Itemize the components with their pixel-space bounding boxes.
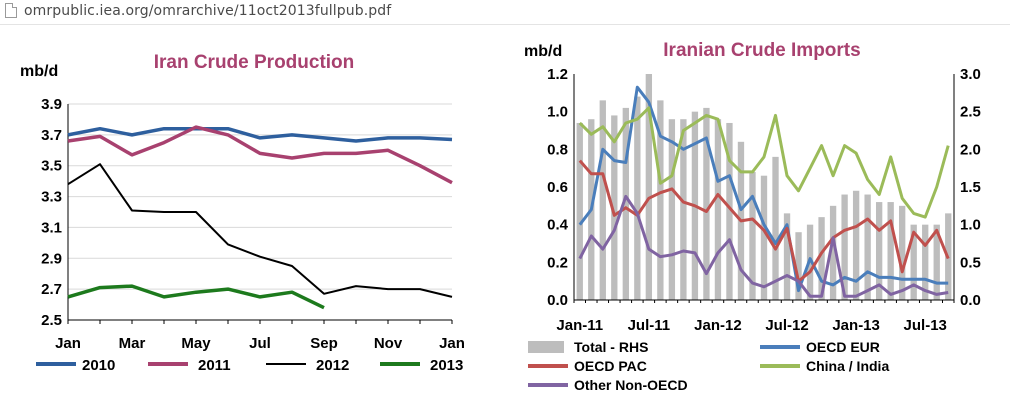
- left-x-tick-label: Jan: [439, 335, 465, 352]
- right-bar-total: [634, 96, 641, 300]
- left-y-tick-label: 2.9: [41, 250, 62, 267]
- right-right-y-tick-label: 3.0: [960, 66, 981, 83]
- left-legend-label-2011: 2011: [198, 357, 231, 374]
- right-legend-swatch-total: [528, 341, 564, 353]
- right-bar-total: [829, 205, 837, 300]
- left-legend-label-2010: 2010: [82, 357, 115, 374]
- right-legend-label: OECD EUR: [806, 339, 880, 355]
- right-left-y-tick-label: 0.2: [547, 254, 568, 271]
- right-bar-total: [933, 224, 940, 300]
- right-left-y-tick-label: 0.6: [547, 179, 568, 196]
- right-bar-total: [772, 156, 779, 300]
- address-bar[interactable]: omrpublic.iea.org/omrarchive/11oct2013fu…: [0, 0, 1010, 25]
- right-bar-total: [864, 194, 871, 300]
- url-text: omrpublic.iea.org/omrarchive/11oct2013fu…: [24, 3, 392, 19]
- right-bar-total: [875, 202, 883, 300]
- right-left-y-tick-label: 0.0: [547, 292, 568, 309]
- right-right-y-tick-label: 1.5: [960, 179, 981, 196]
- right-right-y-tick-label: 1.0: [960, 217, 981, 234]
- right-series-line: [578, 194, 949, 298]
- left-x-tick-label: May: [181, 335, 211, 352]
- left-x-tick-label: Jan: [55, 335, 81, 352]
- left-series-line-2011: [67, 125, 453, 185]
- right-bar-total: [645, 74, 653, 300]
- right-right-y-tick-label: 0.5: [960, 254, 981, 271]
- right-bar-total: [841, 194, 848, 300]
- right-bar-total: [887, 202, 894, 300]
- left-y-tick-label: 3.9: [41, 96, 62, 113]
- right-bar-total: [818, 217, 825, 300]
- right-bar-total: [576, 122, 583, 300]
- right-right-y-tick-label: 2.5: [960, 104, 981, 121]
- right-left-y-tick-label: 1.0: [547, 104, 568, 121]
- right-series-line: [578, 106, 950, 219]
- left-y-tick-label: 2.5: [41, 312, 62, 329]
- right-legend-label: Other Non-OECD: [574, 377, 688, 393]
- left-ylabel: mb/d: [20, 63, 58, 80]
- right-legend-label: OECD PAC: [574, 358, 647, 374]
- right-left-y-tick-label: 1.2: [547, 66, 568, 83]
- right-bar-total: [703, 107, 710, 301]
- right-bar-total: [852, 190, 860, 300]
- right-series-line: [578, 85, 949, 293]
- left-x-tick-label: Nov: [374, 335, 403, 352]
- right-bar-total: [749, 171, 756, 300]
- right-x-tick-label: Jan-12: [694, 317, 742, 334]
- right-bar-total: [657, 100, 664, 300]
- left-y-tick-label: 2.7: [41, 281, 62, 298]
- right-bar-total: [714, 119, 722, 300]
- right-bar-total: [680, 119, 687, 300]
- right-x-tick-label: Jan-13: [832, 317, 880, 334]
- left-x-tick-label: Sep: [310, 335, 338, 352]
- right-left-y-tick-label: 0.4: [547, 217, 569, 234]
- right-bar-total: [760, 175, 768, 300]
- right-bar-total: [795, 232, 802, 300]
- right-bar-total: [599, 100, 606, 300]
- left-y-tick-label: 3.7: [41, 127, 62, 144]
- left-x-tick-label: Mar: [119, 335, 146, 352]
- right-right-y-tick-label: 0.0: [960, 292, 981, 309]
- left-series-line-2010: [67, 126, 453, 143]
- right-bar-total: [668, 119, 676, 300]
- right-x-tick-label: Jul-11: [628, 317, 671, 334]
- right-bar-total: [622, 107, 629, 301]
- right-bar-total: [910, 224, 917, 300]
- right-x-tick-label: Jul-12: [765, 317, 808, 334]
- right-chart-title: Iranian Crude Imports: [663, 40, 860, 61]
- right-series-line: [578, 159, 950, 283]
- right-bar-total: [726, 122, 733, 300]
- right-bar-total: [899, 205, 906, 300]
- left-y-tick-label: 3.1: [41, 219, 62, 236]
- right-left-y-tick-label: 0.8: [547, 141, 568, 158]
- left-x-tick-label: Jul: [249, 335, 271, 352]
- document-icon: [5, 3, 17, 18]
- left-legend-label-2012: 2012: [316, 357, 349, 374]
- left-y-tick-label: 3.5: [41, 158, 62, 175]
- right-bar-total: [922, 224, 929, 300]
- right-bar-total: [611, 115, 618, 300]
- right-legend-label: China / India: [806, 358, 889, 374]
- right-bar-total: [783, 213, 791, 300]
- right-x-tick-label: Jan-11: [556, 317, 603, 334]
- right-ylabel: mb/d: [524, 43, 562, 60]
- left-y-tick-label: 3.3: [41, 189, 62, 206]
- right-right-y-tick-label: 2.0: [960, 141, 981, 158]
- left-series-line-2013: [67, 284, 325, 310]
- right-legend-label-total: Total - RHS: [574, 339, 648, 355]
- left-chart-title: Iran Crude Production: [154, 52, 355, 73]
- left-legend-label-2013: 2013: [430, 357, 463, 374]
- right-x-tick-label: Jul-13: [904, 317, 947, 334]
- left-series-line-2012: [67, 163, 453, 298]
